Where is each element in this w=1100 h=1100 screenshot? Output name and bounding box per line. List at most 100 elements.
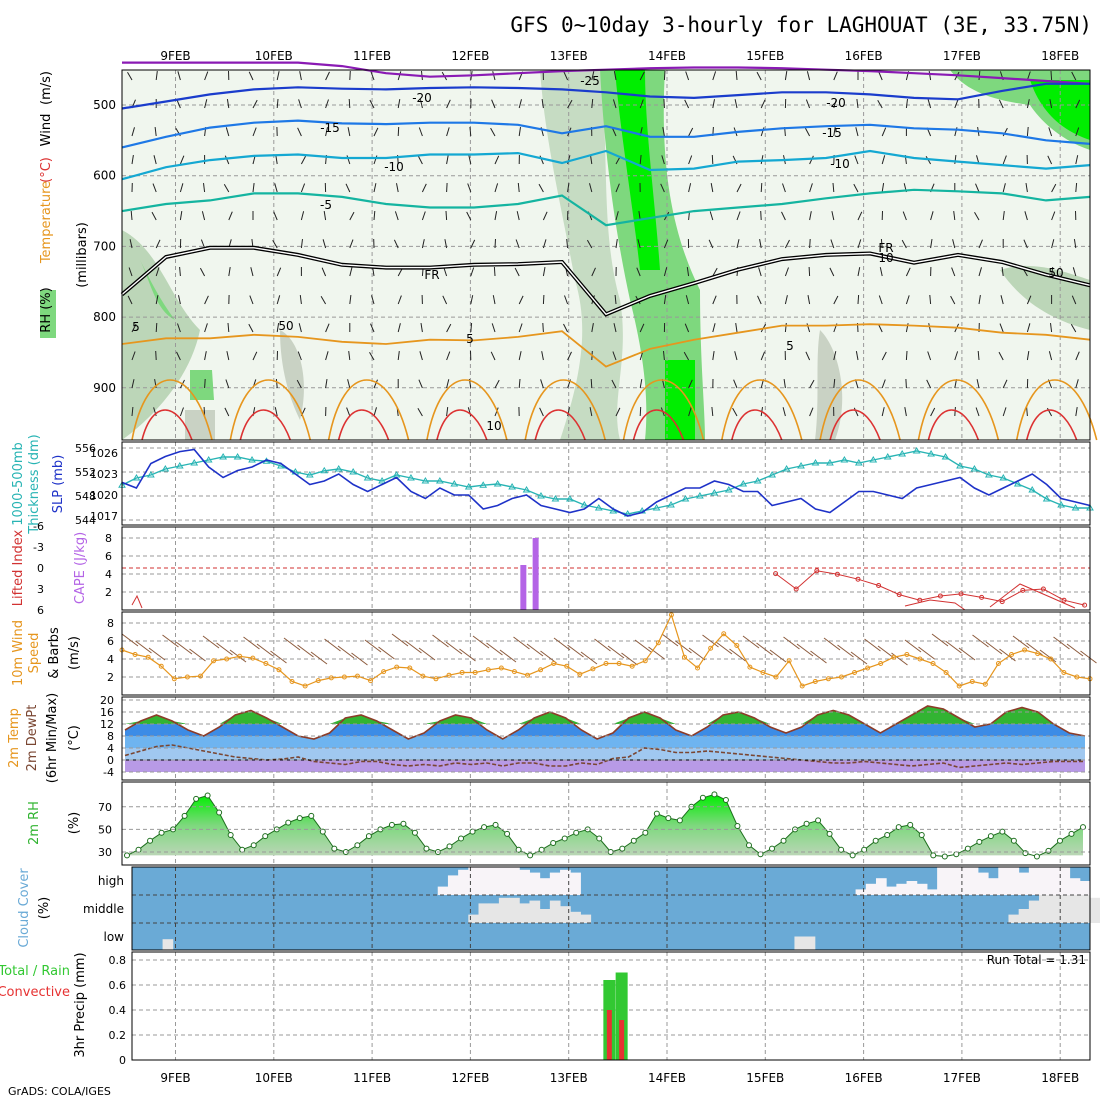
contour-label: -25 (580, 74, 600, 88)
wind-barb (517, 182, 520, 193)
surface-wind-barb (837, 644, 854, 658)
wind-barb (204, 99, 208, 109)
wind-barb (516, 211, 520, 221)
wind-barb (881, 127, 887, 137)
wind-speed-point (394, 664, 400, 670)
wind-barb (856, 99, 859, 109)
rh-point (838, 846, 845, 853)
cloud-high-cell (1059, 867, 1071, 895)
wind-barb (881, 155, 886, 165)
rh-grey-left (185, 410, 215, 440)
surface-wind-barb (526, 643, 544, 657)
wind-barb (615, 239, 618, 249)
isotherm-10-arc (1015, 379, 1098, 441)
rh-point (803, 820, 810, 827)
wind-barb (1026, 351, 1030, 361)
surface-wind-barb (432, 634, 449, 648)
rh-point (987, 833, 994, 840)
wind-barb (373, 379, 378, 389)
surface-wind-barb (540, 650, 557, 664)
wind-barb (204, 378, 206, 389)
thickness-point (970, 465, 979, 472)
isotherm-15-arc (436, 409, 488, 441)
y-tick-mb-800: 800 (93, 310, 116, 324)
wind-barb (1075, 379, 1079, 389)
precip-total-bar-1 (615, 972, 628, 1060)
date-label-bottom-14FEB: 14FEB (648, 1071, 686, 1085)
lifted-index-point (876, 583, 882, 588)
wind-barb (470, 267, 475, 277)
isotherm-10-arc (131, 379, 213, 441)
wind-barb (637, 239, 641, 249)
cloud-mid-cell (519, 903, 530, 923)
wind-barb (490, 351, 496, 361)
wind-barb (1002, 407, 1007, 417)
wind-speed-point (695, 665, 701, 671)
chart-title: GFS 0~10day 3-hourly for LAGHOUAT (3E, 3… (510, 13, 1092, 37)
wind-barb (1002, 379, 1008, 389)
wind-barb (299, 295, 302, 305)
wind-barb (518, 323, 523, 333)
wind-barb (1025, 183, 1028, 193)
wind-speed-point (184, 674, 190, 680)
precip-convective-label: Convective (0, 985, 70, 1000)
wind-barb (1026, 99, 1030, 109)
y-tick-temp-20: 20 (100, 694, 114, 707)
thickness-point (1013, 480, 1022, 487)
wind-barb (905, 99, 908, 109)
wind-barb (494, 183, 499, 193)
isotherm-10-arc (622, 379, 705, 441)
rh-point (573, 829, 580, 836)
wind-barb (152, 183, 157, 193)
lifted-index-point (773, 571, 779, 577)
wind-speed-point (943, 670, 949, 675)
surface-wind-barb (378, 646, 395, 660)
wind-barb (1001, 267, 1004, 277)
wind-barb (1026, 71, 1031, 81)
y-tick-rh-70: 70 (98, 801, 112, 814)
wind-barb (684, 99, 690, 109)
precip-frame (131, 951, 1091, 1061)
rh-point (124, 852, 130, 859)
wind-barb (1023, 239, 1028, 249)
wind-barb (373, 127, 379, 137)
wind-barb (809, 238, 811, 249)
wind-speed-point (799, 683, 805, 689)
rh-point (354, 842, 361, 849)
wind-barb (953, 211, 956, 221)
wind-barb (734, 99, 738, 109)
wind-barb (224, 155, 230, 165)
contour-label: 5 (466, 332, 474, 346)
surface-wind-barb (337, 645, 355, 659)
wind-speed-point (498, 665, 504, 671)
credit-label: GrADS: COLA/IGES (8, 1085, 111, 1098)
isotherm-m10 (121, 149, 1091, 181)
wind-barb (881, 351, 887, 361)
surface-wind-barb (256, 643, 274, 657)
rh-point (239, 846, 246, 853)
wind-barb (566, 238, 569, 249)
contour-label: FR (424, 268, 439, 282)
thickness-point (508, 483, 516, 490)
wind-barb (494, 155, 500, 165)
date-label-top-15FEB: 15FEB (746, 49, 784, 63)
contour-label: 5 (786, 339, 794, 353)
wind-barb (927, 351, 932, 361)
wind-speed-point (224, 656, 230, 662)
surface-wind-barb (621, 652, 638, 666)
isotherm-15-arc (141, 409, 193, 441)
wind-barb (954, 155, 957, 165)
wind-speed-point (904, 652, 910, 657)
wind-barb (176, 99, 181, 109)
wind-barb (853, 183, 859, 193)
cloud-high-cell (977, 872, 989, 895)
wind-barb (345, 183, 351, 193)
cloud-high-cell (947, 867, 959, 895)
wind-barb (446, 99, 451, 109)
wind-speed-point (642, 658, 648, 664)
wind-barb (877, 99, 883, 109)
wind-speed-point (590, 666, 596, 672)
wind-speed-point (341, 674, 347, 680)
wind-barb (567, 351, 572, 361)
thickness-point (421, 477, 430, 484)
